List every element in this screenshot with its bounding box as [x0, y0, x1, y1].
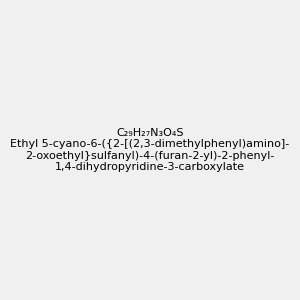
Text: C₂₉H₂₇N₃O₄S
Ethyl 5-cyano-6-({2-[(2,3-dimethylphenyl)amino]-
2-oxoethyl}sulfanyl: C₂₉H₂₇N₃O₄S Ethyl 5-cyano-6-({2-[(2,3-di… — [11, 128, 290, 172]
